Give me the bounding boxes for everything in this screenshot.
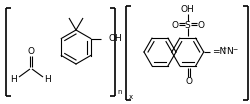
Text: OH: OH [180, 4, 194, 14]
Text: O: O [170, 20, 177, 30]
Text: x: x [128, 94, 132, 100]
Text: H: H [44, 76, 51, 84]
Text: H: H [10, 76, 17, 84]
Text: n: n [117, 89, 122, 95]
Text: +: + [221, 46, 226, 51]
Text: S: S [184, 20, 190, 30]
Text: N: N [225, 48, 232, 56]
Text: O: O [184, 77, 192, 87]
Text: O: O [28, 46, 34, 56]
Text: −: − [232, 46, 237, 51]
Text: OH: OH [108, 34, 122, 43]
Text: =N: =N [211, 48, 225, 56]
Text: O: O [196, 20, 203, 30]
